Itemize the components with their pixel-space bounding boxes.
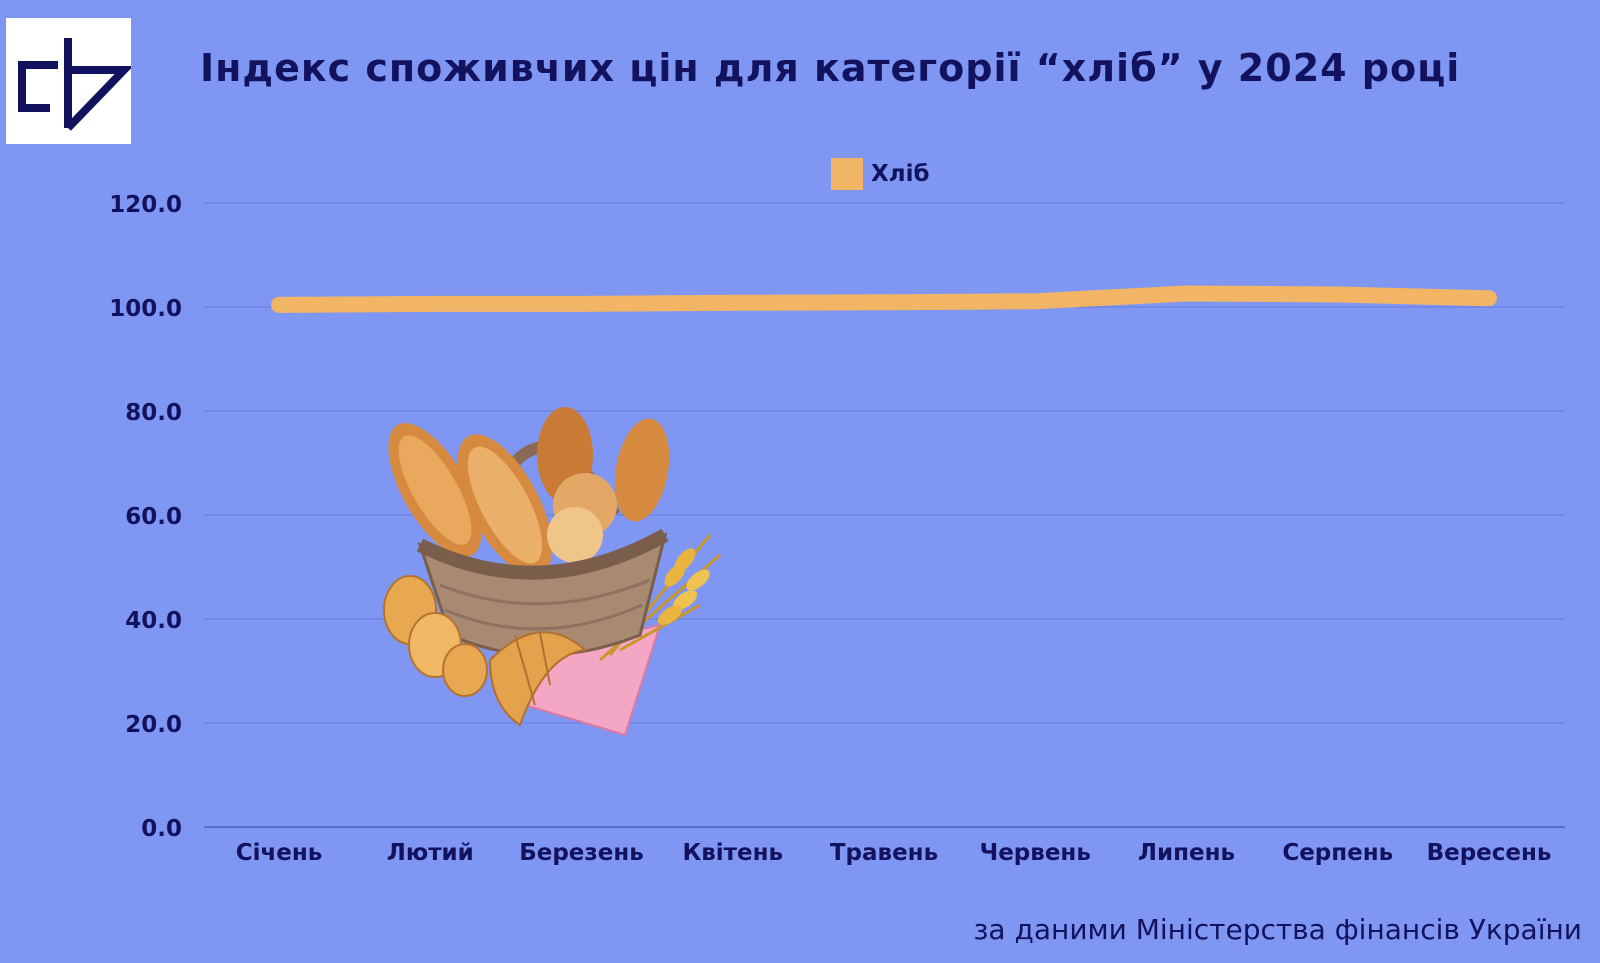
y-tick-label: 40.0 xyxy=(125,608,182,634)
legend-label: Хліб xyxy=(871,161,930,187)
y-axis-ticks: 0.0 20.0 40.0 60.0 80.0 100.0 120.0 xyxy=(109,192,182,842)
y-tick-label: 60.0 xyxy=(125,504,182,530)
y-tick-label: 120.0 xyxy=(109,192,182,218)
chart-title: Індекс споживчих цін для категорії “хліб… xyxy=(200,46,1461,90)
bread-basket-icon xyxy=(383,407,721,737)
x-tick-label: Травень xyxy=(830,840,938,866)
source-note: за даними Міністерства фінансів України xyxy=(973,913,1582,946)
y-tick-label: 0.0 xyxy=(141,816,182,842)
x-tick-label: Червень xyxy=(980,840,1091,866)
logo xyxy=(6,18,131,144)
legend-swatch xyxy=(831,158,863,190)
x-tick-label: Вересень xyxy=(1427,840,1552,866)
x-tick-label: Квітень xyxy=(682,840,783,866)
x-axis-ticks: Січень Лютий Березень Квітень Травень Червень… xyxy=(236,840,1552,866)
x-tick-label: Липень xyxy=(1138,840,1235,866)
series-line-hlib xyxy=(271,285,1497,313)
y-tick-label: 80.0 xyxy=(125,400,182,426)
legend: Хліб xyxy=(831,158,930,190)
y-tick-label: 100.0 xyxy=(109,296,182,322)
x-tick-label: Серпень xyxy=(1282,840,1393,866)
y-tick-label: 20.0 xyxy=(125,712,182,738)
x-tick-label: Січень xyxy=(236,840,323,866)
x-tick-label: Лютий xyxy=(387,840,474,866)
x-tick-label: Березень xyxy=(519,840,644,866)
cf-logo-icon xyxy=(18,38,131,131)
